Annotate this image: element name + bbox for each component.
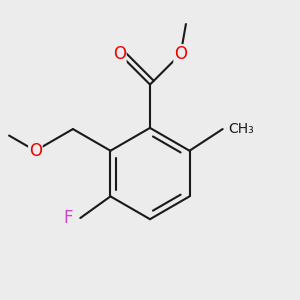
Text: O: O	[29, 142, 42, 160]
Text: O: O	[113, 45, 126, 63]
Text: F: F	[63, 209, 73, 227]
Text: O: O	[174, 45, 187, 63]
Text: CH₃: CH₃	[229, 122, 254, 136]
